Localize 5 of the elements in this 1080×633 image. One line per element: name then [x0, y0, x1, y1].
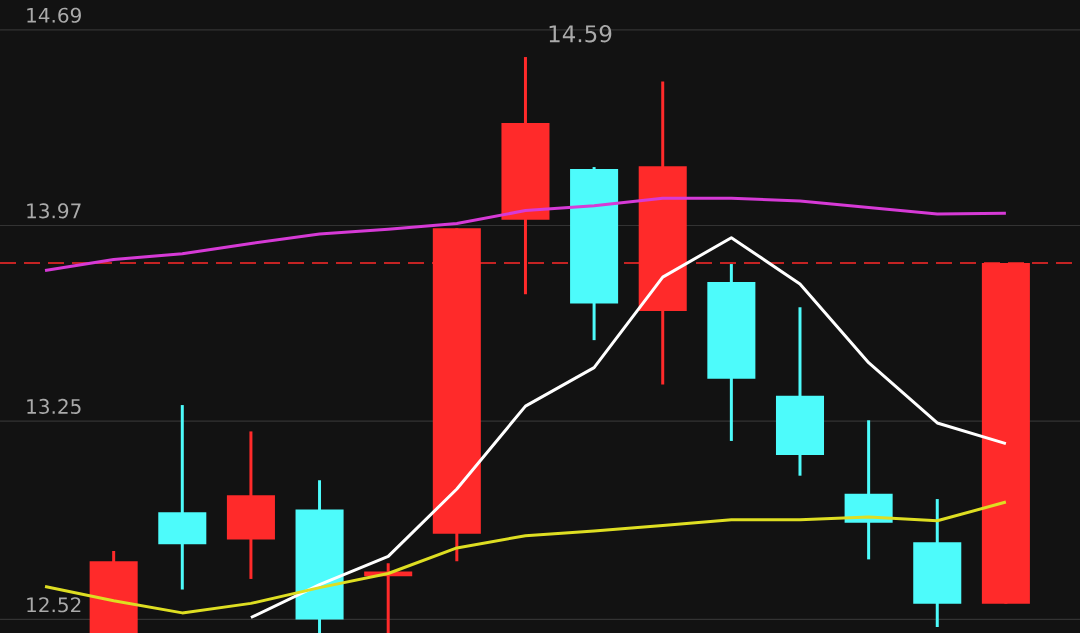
y-tick-label: 13.25	[27, 398, 81, 415]
y-tick-label: 12.52	[27, 597, 81, 613]
y-tick-label: 14.69	[27, 7, 81, 23]
y-tick-label: 13.97	[27, 203, 81, 219]
annotation: 14.59	[549, 25, 612, 43]
